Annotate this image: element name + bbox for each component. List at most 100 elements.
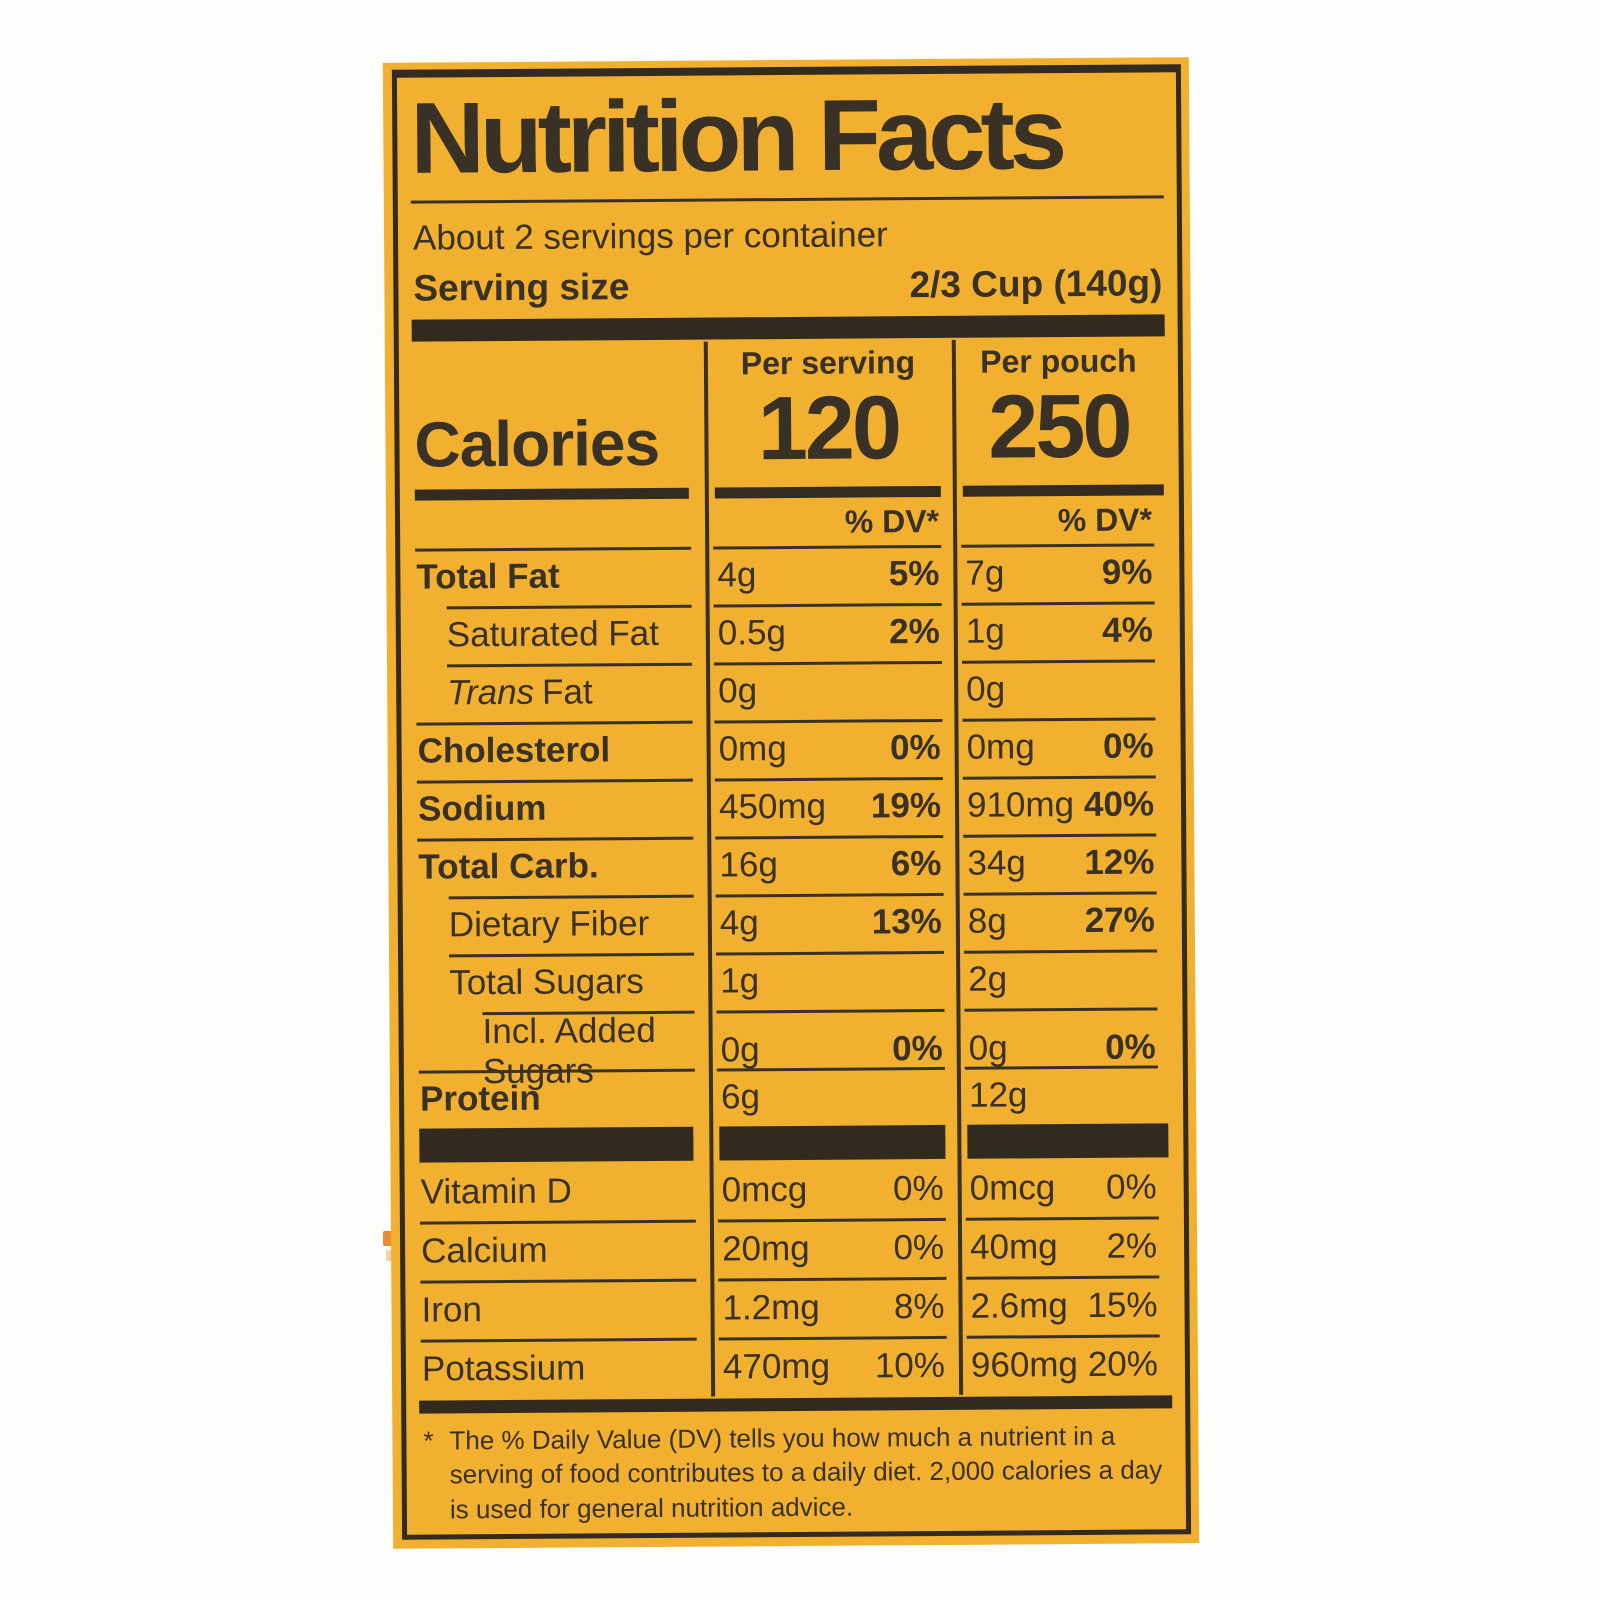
amount: 1g [720, 961, 760, 1001]
daily-value: 0% [1104, 1027, 1156, 1068]
daily-value: 4% [1102, 610, 1153, 651]
amount: 0g [966, 669, 1006, 710]
nutrient-name-text: Potassium [421, 1348, 586, 1389]
amount: 1g [965, 611, 1005, 652]
daily-value: 0% [892, 1168, 944, 1209]
nutrient-name-italic: Trans [447, 673, 535, 713]
vitamin-row-calcium: Calcium 20mg 0% 40mg 2% [418, 1217, 1171, 1281]
amount: 910mg [966, 785, 1075, 826]
per-serving-cell: 450mg 19% [707, 777, 955, 837]
per-serving-cell: 1g [708, 951, 956, 1011]
per-pouch-cell: 7g 9% [953, 544, 1166, 603]
amount: 6g [720, 1077, 761, 1117]
daily-value: 12% [1084, 842, 1155, 883]
amount: 0g [720, 1030, 760, 1070]
per-serving-cell: 470mg 10% [711, 1336, 959, 1397]
nutrient-name-text: Cholesterol [417, 730, 611, 772]
nutrient-name: Protein [417, 1069, 709, 1129]
nutrient-row-total-fat: Total Fat 4g 5% 7g 9% [413, 544, 1166, 607]
per-serving-cell: 6g [709, 1067, 957, 1127]
nutrient-row-sodium: Sodium 450mg 19% 910mg 40% [415, 776, 1168, 839]
amount: 1.2mg [722, 1287, 820, 1328]
title-divider-rule [410, 195, 1164, 204]
per-serving-cell: 16g 6% [707, 835, 955, 895]
bar-segment [967, 1123, 1169, 1160]
calories-per-pouch-value: 250 [987, 376, 1130, 478]
amount: 470mg [722, 1346, 831, 1387]
per-pouch-cell: 12g [957, 1066, 1170, 1125]
calories-label: Calories [414, 407, 660, 482]
amount: 8g [967, 901, 1007, 942]
amount: 7g [965, 553, 1005, 594]
per-pouch-cell: 960mg 20% [959, 1335, 1172, 1395]
per-serving-cell: 0g [706, 661, 954, 721]
per-serving-cell: 20mg 0% [710, 1218, 958, 1279]
per-pouch-header: Per pouch [980, 343, 1137, 381]
amount: 0mcg [969, 1168, 1056, 1208]
amount: 34g [967, 843, 1026, 884]
nutrition-facts-border: Nutrition Facts About 2 servings per con… [391, 64, 1192, 1540]
amount: 0g [968, 1028, 1008, 1069]
daily-value: 6% [890, 844, 942, 884]
daily-value: 2% [889, 612, 940, 652]
per-serving-cell: 0mg 0% [706, 719, 954, 779]
nutrient-name: Trans Fat [414, 663, 706, 723]
nutrient-name-text: Dietary Fiber [448, 904, 650, 945]
daily-value: 15% [1087, 1285, 1158, 1325]
bar-segment [419, 1127, 694, 1164]
nutrient-name: Cholesterol [414, 721, 706, 781]
nutrient-name-text: Total Fat [416, 557, 560, 598]
footnote-asterisk: * [423, 1425, 434, 1456]
vitamin-row-potassium: Potassium 470mg 10% 960mg 20% [419, 1335, 1172, 1399]
nutrient-name-text: Protein [419, 1079, 541, 1120]
per-pouch-cell: 40mg 2% [958, 1217, 1171, 1277]
bar-segment [719, 1125, 946, 1161]
daily-value-header-row: % DV* % DV* [413, 496, 1166, 549]
nutrient-row-cholesterol: Cholesterol 0mg 0% 0mg 0% [414, 718, 1167, 781]
amount: 0g [718, 671, 758, 711]
nutrient-row-added-sugars: Incl. Added Sugars 0g 0% 0g 0% [416, 1008, 1169, 1091]
amount: 20mg [721, 1228, 810, 1269]
daily-value: 19% [870, 786, 942, 826]
per-serving-cell: 4g 13% [708, 893, 956, 953]
serving-size-value: 2/3 Cup (140g) [909, 262, 1163, 305]
nutrient-name: Iron [418, 1279, 710, 1340]
nutrient-name: Vitamin D [418, 1161, 710, 1222]
daily-value: 0% [893, 1227, 945, 1268]
per-pouch-cell: 0mg 0% [954, 718, 1167, 777]
per-serving-cell: 0mcg 0% [709, 1159, 957, 1220]
daily-value: 5% [888, 554, 940, 594]
per-serving-header: Per serving [740, 344, 916, 382]
daily-value: 27% [1084, 900, 1155, 941]
nutrition-table: Calories Per serving 120 Per pouch 250 %… [412, 339, 1172, 1399]
nutrient-name-text: Total Sugars [449, 962, 644, 1003]
per-pouch-cell: 0g [954, 660, 1167, 719]
amount: 40mg [969, 1227, 1058, 1267]
amount: 4g [719, 903, 759, 943]
amount: 2.6mg [970, 1286, 1068, 1326]
nutrient-name: Total Sugars [416, 953, 708, 1013]
nutrient-name-text: Sodium [417, 789, 547, 830]
nutrient-name-text: Total Carb. [418, 846, 599, 888]
daily-value: 0% [891, 1029, 943, 1069]
per-pouch-cell: 2g [956, 950, 1169, 1009]
serving-size-row: Serving size 2/3 Cup (140g) [413, 262, 1162, 309]
dv-header-serving: % DV* [844, 502, 940, 540]
calories-per-pouch: Per pouch 250 [952, 339, 1166, 486]
per-serving-cell: 4g 5% [705, 545, 953, 605]
amount: 450mg [718, 787, 827, 827]
nutrient-row-trans-fat: Trans Fat 0g 0g [414, 660, 1167, 723]
per-pouch-cell: 1g 4% [954, 602, 1167, 661]
nutrient-name-text: Iron [421, 1290, 482, 1330]
vitamin-row-vitamin-d: Vitamin D 0mcg 0% 0mcg 0% [418, 1158, 1171, 1222]
nutrient-name: Total Carb. [415, 837, 707, 897]
per-pouch-cell: 8g 27% [956, 892, 1169, 951]
dv-header-pouch: % DV* [1057, 501, 1153, 539]
nutrient-name: Saturated Fat [414, 605, 706, 665]
serving-size-label: Serving size [413, 265, 630, 309]
nutrient-name: Total Fat [413, 547, 705, 607]
nutrition-facts-label: Nutrition Facts About 2 servings per con… [382, 57, 1200, 1549]
thick-separator-bar [411, 313, 1165, 343]
daily-value: 0% [1102, 726, 1154, 767]
amount: 2g [968, 959, 1008, 1000]
